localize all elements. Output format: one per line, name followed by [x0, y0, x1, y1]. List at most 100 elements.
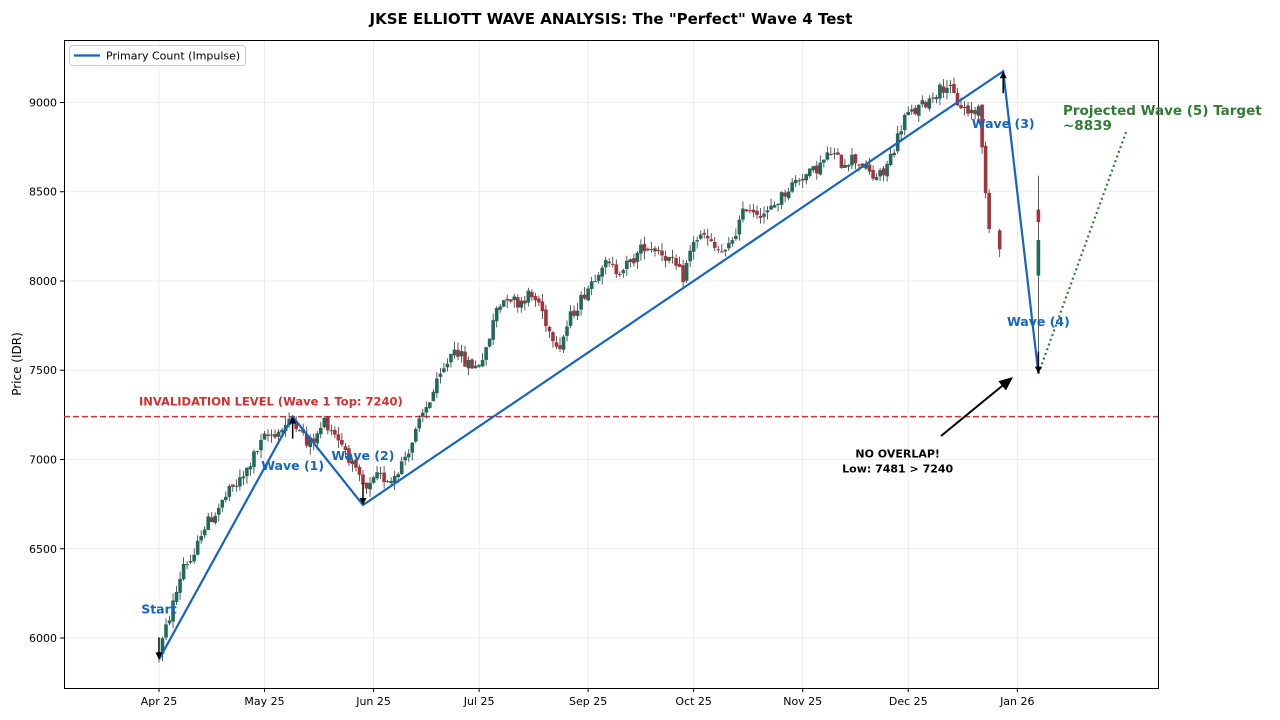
candle-body [463, 351, 467, 367]
candle-body [748, 210, 752, 212]
candle-body [881, 168, 886, 176]
candle-body [814, 165, 819, 174]
candle-body [399, 461, 404, 475]
candle-body [674, 258, 678, 266]
candle-body [871, 169, 875, 179]
wave-label: Start [141, 601, 177, 616]
candle-body [625, 260, 629, 270]
legend-box [69, 45, 246, 66]
candle-body [997, 230, 1002, 250]
candle-body [621, 270, 626, 274]
candle-body [867, 164, 872, 172]
candle-body [628, 259, 633, 263]
candle-body [769, 205, 773, 210]
candle-body [456, 349, 460, 357]
candle-body [396, 474, 400, 478]
candle-body [333, 429, 337, 435]
candle-body [561, 336, 566, 350]
candle-body [723, 249, 728, 252]
candle-body [639, 244, 643, 254]
candle-body [167, 620, 172, 624]
candle-body [234, 485, 239, 487]
candle-body [727, 243, 731, 249]
candle-body [825, 152, 830, 160]
candle-body [670, 256, 675, 258]
candle-body [565, 326, 569, 336]
y-tick-label: 8500 [29, 186, 57, 199]
candle-body [558, 345, 562, 349]
candle-body [322, 417, 327, 428]
x-tick-label: Nov 25 [783, 695, 822, 708]
candle-body [375, 472, 379, 479]
candle-body [955, 92, 960, 106]
candle-body [695, 240, 699, 242]
no-overlap-annotation: NO OVERLAP! Low: 7481 > 7240 [842, 377, 1013, 476]
candle-body [966, 105, 970, 114]
candle-body [477, 364, 481, 367]
candle-body [962, 106, 967, 108]
candle-body [255, 450, 260, 452]
candle-body [663, 256, 668, 261]
candle-body [459, 351, 464, 357]
candle-body [646, 248, 650, 251]
candle-body [720, 251, 724, 253]
pivot-arrow-head [999, 71, 1007, 79]
candle-body [262, 433, 267, 440]
candle-body [635, 252, 640, 262]
candle-body [734, 235, 738, 239]
candle-body [188, 561, 193, 563]
candle-body [547, 326, 552, 332]
candle-body [568, 311, 573, 326]
candle-body [523, 300, 527, 304]
candle-body [238, 477, 242, 487]
candle-body [603, 260, 608, 268]
candle-body [899, 131, 904, 135]
candle-body [494, 307, 499, 322]
candle-body [403, 456, 408, 461]
candle-body [931, 97, 935, 99]
wave-label: Wave (1) [261, 458, 324, 473]
annotation-arrow-line [940, 383, 1005, 437]
candle-body [435, 378, 439, 394]
candle-body [350, 460, 355, 465]
candle-body [698, 234, 703, 239]
candle-body [484, 347, 488, 360]
candle-body [424, 407, 429, 413]
y-tick-label: 9000 [29, 96, 57, 109]
x-tick-label: May 25 [244, 695, 284, 708]
candle-body [811, 166, 816, 171]
x-tick-label: Dec 25 [889, 695, 928, 708]
candle-body [501, 300, 506, 307]
candle-body [632, 258, 636, 264]
candle-body [765, 210, 770, 213]
y-tick-label: 6500 [29, 543, 57, 556]
candle-body [245, 467, 249, 477]
candle-body [470, 359, 474, 369]
candle-body [452, 349, 457, 356]
candle-body [839, 154, 844, 168]
candle-body [361, 474, 365, 485]
candle-body [916, 104, 921, 116]
wave-label: Wave (2) [332, 448, 395, 463]
candle-body [656, 249, 661, 252]
candle-body [874, 177, 879, 180]
candle-body [181, 563, 186, 580]
candle-body [340, 440, 344, 445]
candle-body [347, 448, 351, 463]
candle-body [185, 564, 189, 566]
candle-body [776, 204, 780, 206]
candle-body [712, 241, 717, 248]
annotation-line-1: NO OVERLAP! [855, 448, 940, 461]
candle-body [952, 83, 956, 93]
candle-body [702, 232, 707, 235]
candle-body [836, 152, 840, 155]
candle-body [533, 296, 538, 301]
candle-body [480, 359, 485, 367]
x-tick-label: Jun 25 [355, 695, 391, 708]
candle-body [280, 429, 284, 433]
candle-body [551, 332, 555, 342]
candle-body [505, 298, 510, 301]
candle-body [544, 309, 548, 327]
